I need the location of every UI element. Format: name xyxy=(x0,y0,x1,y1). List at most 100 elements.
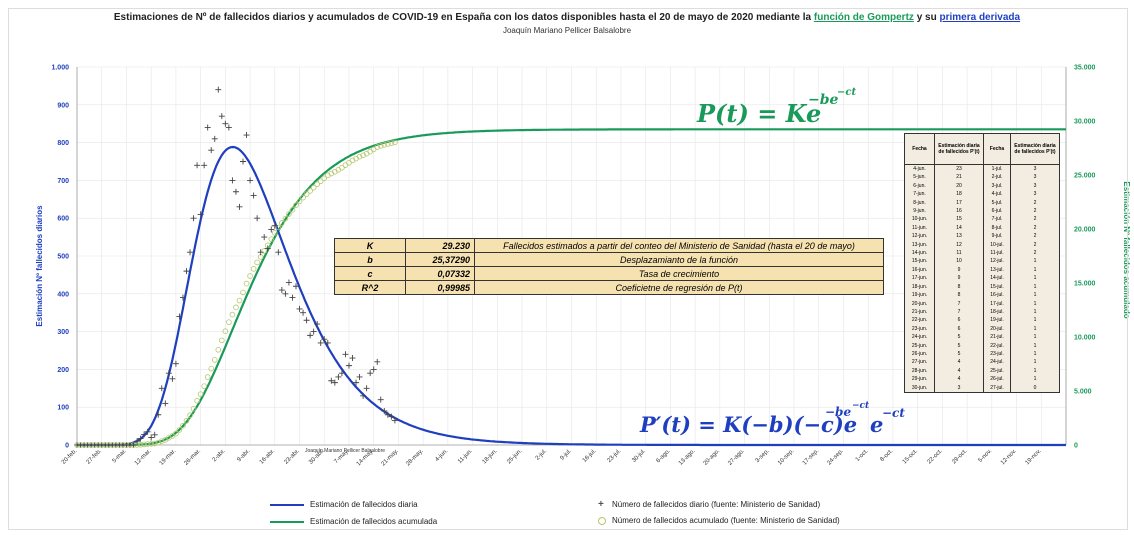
observed-daily-point xyxy=(137,435,144,442)
row-date: 11-jul. xyxy=(983,249,1011,258)
row-estimate: 3 xyxy=(1010,181,1060,191)
observed-daily-point xyxy=(148,434,155,441)
x-tick-label: 30-jul. xyxy=(631,448,647,464)
observed-daily-point xyxy=(155,411,162,418)
observed-daily-point xyxy=(335,373,342,380)
observed-cumulative-point xyxy=(254,259,260,266)
observed-daily-point xyxy=(388,413,395,420)
observed-daily-point xyxy=(338,370,345,377)
daily-row: 24-jun. 5 21-jul. 1 xyxy=(904,333,1060,342)
y-tick-label: 900 xyxy=(57,102,69,109)
daily-row: 20-jun. 7 17-jul. 1 xyxy=(904,299,1060,308)
observed-cumulative-point xyxy=(307,188,313,194)
observed-daily-point xyxy=(374,358,381,365)
observed-cumulative-point xyxy=(151,440,158,447)
x-tick-label: 4-jun. xyxy=(434,448,449,463)
row-date: 7-jul. xyxy=(983,215,1011,224)
legend-swatch-daily-line xyxy=(270,503,304,506)
y2-tick-label: 10.000 xyxy=(1074,335,1096,342)
observed-cumulative-point xyxy=(158,438,165,444)
row-date: 20-jun. xyxy=(904,299,935,308)
y-tick-label: 400 xyxy=(57,291,69,298)
row-estimate: 1 xyxy=(1010,282,1060,292)
daily-row: 9-jun. 16 6-jul. 2 xyxy=(904,207,1060,216)
observed-cumulative-point xyxy=(247,273,253,279)
observed-daily-point xyxy=(141,431,148,438)
observed-cumulative-point xyxy=(286,211,292,217)
derivative-link[interactable]: primera derivada xyxy=(939,12,1021,23)
y2-tick-label: 30.000 xyxy=(1074,119,1096,126)
observed-cumulative-point xyxy=(201,383,207,389)
row-date: 1-jul. xyxy=(983,164,1011,174)
legend-label-cum-line: Estimación de fallecidos acumulada xyxy=(310,517,438,526)
observed-cumulative-point xyxy=(356,153,363,160)
y2-tick-label: 35.000 xyxy=(1074,65,1096,72)
x-tick-label: 23-jul. xyxy=(607,448,623,464)
observed-daily-point xyxy=(222,120,229,127)
row-date: 18-jun. xyxy=(904,282,935,292)
row-estimate: 23 xyxy=(934,164,984,174)
daily-estimates-table: Fecha Estimación diaria de fallecidos P'… xyxy=(904,133,1060,393)
row-date: 11-jun. xyxy=(904,223,935,233)
observed-cumulative-point xyxy=(303,191,310,197)
observed-daily-point xyxy=(275,249,282,256)
observed-cumulative-point xyxy=(377,142,384,149)
observed-daily-point xyxy=(278,287,285,294)
observed-cumulative-point xyxy=(141,441,147,448)
x-tick-label: 9-abr. xyxy=(236,448,251,463)
gompertz-link[interactable]: función de Gompertz xyxy=(813,12,914,23)
param-desc: Coeficietne de regresión de P(t) xyxy=(474,280,884,295)
observed-daily-point xyxy=(225,124,232,131)
y2-tick-label: 5.000 xyxy=(1074,389,1092,396)
x-tick-label: 1-oct. xyxy=(855,448,870,463)
row-date: 22-jul. xyxy=(983,341,1011,350)
observed-daily-point xyxy=(165,370,172,377)
row-date: 19-jul. xyxy=(983,316,1011,325)
row-date: 29-jun. xyxy=(904,375,935,384)
observed-cumulative-point xyxy=(208,365,215,372)
observed-daily-point xyxy=(363,385,370,392)
observed-cumulative-point xyxy=(271,230,278,236)
observed-cumulative-point xyxy=(215,346,222,353)
row-estimate: 18 xyxy=(934,190,984,199)
row-estimate: 9 xyxy=(934,265,984,275)
header-estimate-2: Estimación diaria de fallecidos P'(t) xyxy=(1010,133,1060,165)
y-tick-label: 1.000 xyxy=(51,65,69,72)
y-tick-label: 100 xyxy=(57,405,69,412)
daily-row: 4-jun. 23 1-jul. 3 xyxy=(904,164,1060,174)
row-estimate: 2 xyxy=(1010,240,1060,250)
legend-daily-obs: + Número de fallecidos diario (fuente: M… xyxy=(598,499,820,510)
y-axis-label: Estimación Nº fallecidos diarios xyxy=(35,205,44,327)
legend-swatch-cum-line xyxy=(270,520,304,523)
observed-daily-point xyxy=(370,366,377,373)
observed-cumulative-point xyxy=(187,412,193,419)
legend-label-cum-obs: Número de fallecidos acumulado (fuente: … xyxy=(612,516,840,525)
x-tick-label: 18-jun. xyxy=(482,448,499,465)
observed-cumulative-point xyxy=(282,215,289,222)
observed-cumulative-point xyxy=(137,441,144,448)
row-estimate: 1 xyxy=(1010,375,1060,384)
x-tick-label: 29-oct. xyxy=(951,448,968,465)
observed-cumulative-point xyxy=(173,430,179,437)
observed-daily-point xyxy=(172,360,179,367)
row-date: 25-jun. xyxy=(904,341,935,350)
daily-row: 13-jun. 12 10-jul. 2 xyxy=(904,240,1060,250)
legend-circle-marker xyxy=(598,516,606,525)
legend-label-daily-obs: Número de fallecidos diario (fuente: Min… xyxy=(612,500,821,509)
observed-daily-point xyxy=(377,396,384,403)
row-estimate: 12 xyxy=(934,240,984,250)
row-date: 4-jun. xyxy=(904,164,935,174)
observed-daily-point xyxy=(250,192,257,199)
param-value: 0,07332 xyxy=(405,266,475,281)
observed-daily-point xyxy=(204,124,211,131)
observed-daily-point xyxy=(328,377,335,384)
x-tick-label: 17-sep. xyxy=(802,448,821,467)
observed-daily-point xyxy=(151,431,158,438)
row-estimate: 3 xyxy=(1010,173,1060,182)
row-date: 13-jul. xyxy=(983,265,1011,275)
svg-text:e: e xyxy=(870,412,883,437)
observed-cumulative-point xyxy=(381,141,388,148)
observed-daily-point xyxy=(229,177,236,184)
row-date: 26-jul. xyxy=(983,375,1011,384)
